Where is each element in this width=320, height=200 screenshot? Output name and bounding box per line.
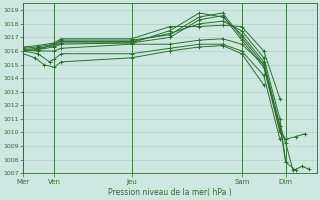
X-axis label: Pression niveau de la mer( hPa ): Pression niveau de la mer( hPa ) <box>108 188 232 197</box>
